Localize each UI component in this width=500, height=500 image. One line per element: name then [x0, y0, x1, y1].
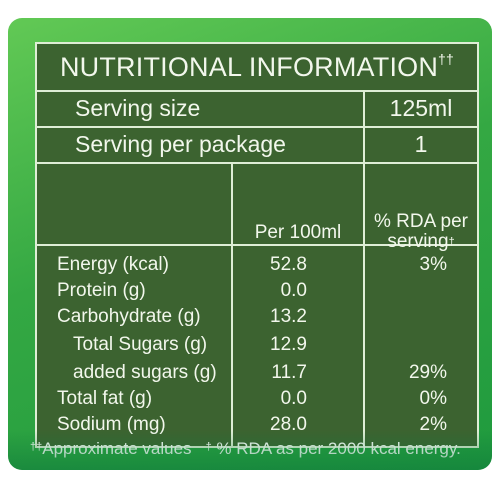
nutrient-label: Protein (g): [57, 280, 146, 301]
nutrient-value: 52.8: [270, 254, 307, 275]
serving-size-value: 125ml: [389, 95, 453, 121]
nutrient-value: 0.0: [280, 280, 307, 301]
divider: [37, 90, 477, 92]
rda-header-line1: % RDA per: [374, 211, 468, 232]
footnote-approx-text: Approximate values: [42, 439, 192, 458]
nutrient-value: 12.9: [270, 334, 307, 355]
serving-package-value: 1: [414, 131, 428, 157]
divider: [231, 162, 233, 446]
nutrient-label: Sodium (mg): [57, 414, 166, 435]
footnote-mark-rda: †: [205, 441, 212, 453]
nutrient-value: 13.2: [270, 306, 307, 327]
nutrient-label: Total fat (g): [57, 388, 153, 409]
divider: [37, 162, 477, 164]
label-card: NUTRITIONAL INFORMATION†† Serving size 1…: [8, 18, 492, 470]
rda-header-mark: †: [448, 236, 455, 248]
nutrient-rda: 29%: [408, 362, 447, 383]
nutrient-label: added sugars (g): [73, 362, 217, 383]
footnote: ††Approximate values † % RDA as per 2000 …: [30, 439, 490, 459]
nutrient-rda: 2%: [419, 414, 447, 435]
footnote-rda-text: % RDA as per 2000 kcal energy.: [216, 439, 461, 458]
column-header-rda: % RDA per serving†: [365, 212, 477, 252]
serving-size-label: Serving size: [75, 95, 201, 121]
divider: [37, 244, 477, 246]
divider: [363, 90, 365, 446]
footnote-mark-approx: ††: [30, 441, 43, 453]
nutrient-value: 28.0: [270, 414, 307, 435]
serving-package-label: Serving per package: [75, 131, 286, 157]
title-text: NUTRITIONAL INFORMATION: [59, 52, 439, 82]
title-mark: ††: [438, 51, 455, 67]
nutrient-label: Total Sugars (g): [73, 334, 208, 355]
divider: [37, 126, 477, 128]
nutrient-label: Energy (kcal): [57, 254, 169, 275]
nutrient-value: 0.0: [280, 388, 307, 409]
nutrient-rda: 3%: [419, 254, 447, 275]
column-header-per-100ml: Per 100ml: [254, 222, 342, 243]
nutrition-panel: NUTRITIONAL INFORMATION†† Serving size 1…: [35, 42, 479, 448]
nutrient-rda: 0%: [419, 388, 447, 409]
panel-title: NUTRITIONAL INFORMATION††: [37, 44, 477, 90]
nutrient-label: Carbohydrate (g): [57, 306, 201, 327]
nutrient-value: 11.7: [271, 362, 307, 383]
rda-header-line2: serving: [387, 231, 449, 252]
